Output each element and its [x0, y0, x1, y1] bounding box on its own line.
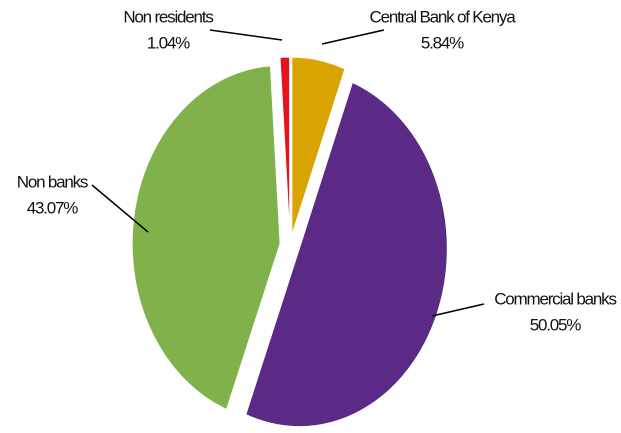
pie-slice — [245, 81, 448, 428]
leader-line — [431, 303, 485, 317]
slice-value-label: 50.05% — [530, 315, 582, 334]
slice-label: Non residents — [123, 7, 213, 26]
leader-line — [209, 29, 283, 41]
leader-line — [91, 184, 149, 233]
slice-label: Non banks — [17, 172, 88, 191]
leader-line — [321, 29, 385, 45]
slice-label: Central Bank of Kenya — [370, 7, 517, 26]
slice-label: Commercial banks — [494, 289, 616, 308]
slice-value-label: 43.07% — [27, 198, 79, 217]
pie-slice — [131, 65, 281, 411]
slice-value-label: 1.04% — [147, 33, 190, 52]
pie-slice — [279, 56, 291, 236]
slice-value-label: 5.84% — [421, 33, 464, 52]
pie-slice — [291, 56, 346, 236]
